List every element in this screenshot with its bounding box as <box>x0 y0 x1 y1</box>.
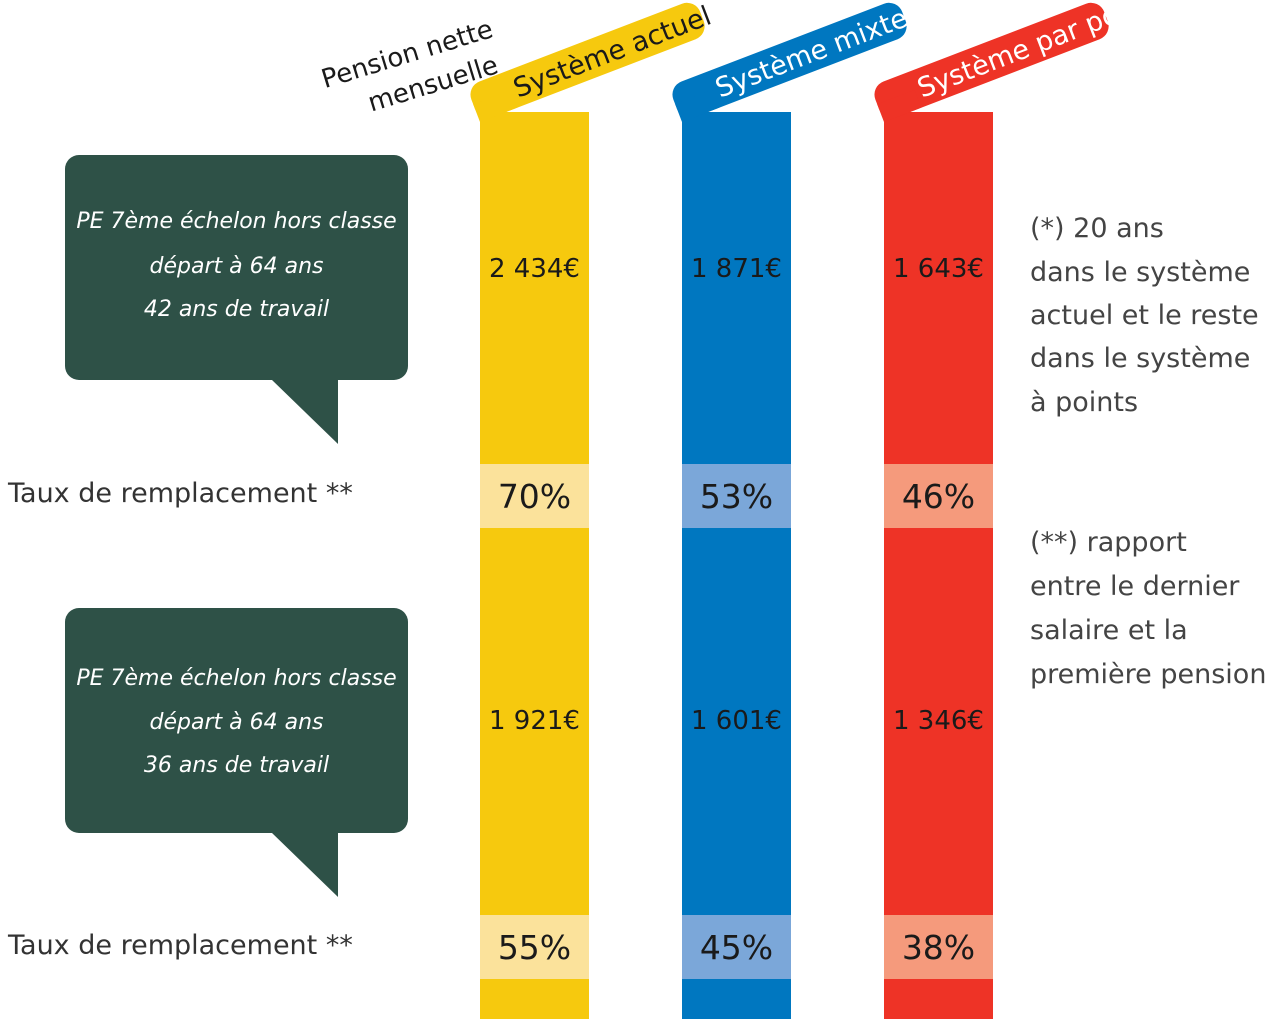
system-2-header-band <box>672 2 907 118</box>
system-2-rate-band-1 <box>682 464 791 528</box>
note-replacement-rate: (**) rapport entre le dernier salaire et… <box>1030 527 1266 690</box>
system-1-rate-2: 55% <box>498 928 571 967</box>
note-2-line-4: première pension <box>1030 659 1266 690</box>
system-3-column: Système par points 46% 38% 1 643€ 1 346€ <box>874 0 1169 1019</box>
note-1-line-4: dans le système <box>1030 343 1250 374</box>
system-3-pension-2: 1 346€ <box>893 706 984 736</box>
note-1-line-3: actuel et le reste <box>1030 300 1259 331</box>
system-3-bar <box>884 112 993 1019</box>
system-1-pension-1: 2 434€ <box>489 254 580 284</box>
scenario-bubbles: PE 7ème échelon hors classe départ à 64 a… <box>65 155 408 897</box>
scenario-bubble-tail-2 <box>272 833 338 897</box>
system-1-pension-2: 1 921€ <box>489 706 580 736</box>
system-1-rate-band-1 <box>480 464 589 528</box>
scenario-1-line-1: PE 7ème échelon hors classe <box>76 209 396 234</box>
replacement-rate-label-2: Taux de remplacement ** <box>7 930 353 961</box>
note-2-line-2: entre le dernier <box>1030 571 1240 602</box>
system-1-bar <box>480 112 589 1019</box>
scenario-1-line-2: départ à 64 ans <box>150 254 324 279</box>
system-2-pension-1: 1 871€ <box>691 254 782 284</box>
scenario-bubble-body-1 <box>65 155 408 380</box>
system-2-pension-2: 1 601€ <box>691 706 782 736</box>
scenario-bubble-tail-1 <box>272 380 338 444</box>
system-2-rate-1: 53% <box>700 477 773 516</box>
note-2-line-3: salaire et la <box>1030 615 1188 646</box>
system-3-rate-2: 38% <box>902 928 975 967</box>
note-2-line-1: (**) rapport <box>1030 527 1187 558</box>
note-1-line-1: (*) 20 ans <box>1030 213 1164 244</box>
scenario-2-line-1: PE 7ème échelon hors classe <box>76 666 396 691</box>
system-1-rate-1: 70% <box>498 477 571 516</box>
system-2-bar <box>682 112 791 1019</box>
scenario-2-line-2: départ à 64 ans <box>150 710 324 735</box>
note-1-line-2: dans le système <box>1030 257 1250 288</box>
system-3-rate-band-1 <box>884 464 993 528</box>
system-3-header-band <box>874 2 1109 118</box>
scenario-2-line-3: 36 ans de travail <box>144 753 329 778</box>
scenario-bubble-2: PE 7ème échelon hors classe départ à 64 a… <box>65 608 408 897</box>
system-1-header-band <box>470 2 705 118</box>
system-3-pension-1: 1 643€ <box>893 254 984 284</box>
replacement-rate-label-1: Taux de remplacement ** <box>7 478 353 509</box>
scenario-bubble-1: PE 7ème échelon hors classe départ à 64 a… <box>65 155 408 444</box>
system-3-header-joint <box>877 89 922 122</box>
system-2-header-joint <box>675 89 720 122</box>
system-2-rate-2: 45% <box>700 928 773 967</box>
system-1-rate-band-2 <box>480 915 589 979</box>
scenario-1-line-3: 42 ans de travail <box>144 297 329 322</box>
note-mixed-system: (*) 20 ans dans le système actuel et le … <box>1030 213 1259 418</box>
system-3-rate-1: 46% <box>902 477 975 516</box>
system-3-header-label: Système par points <box>913 0 1169 104</box>
note-1-line-5: à points <box>1030 387 1138 418</box>
system-2-rate-band-2 <box>682 915 791 979</box>
scenario-bubble-body-2 <box>65 608 408 833</box>
system-1-header-joint <box>473 89 518 122</box>
system-3-rate-band-2 <box>884 915 993 979</box>
